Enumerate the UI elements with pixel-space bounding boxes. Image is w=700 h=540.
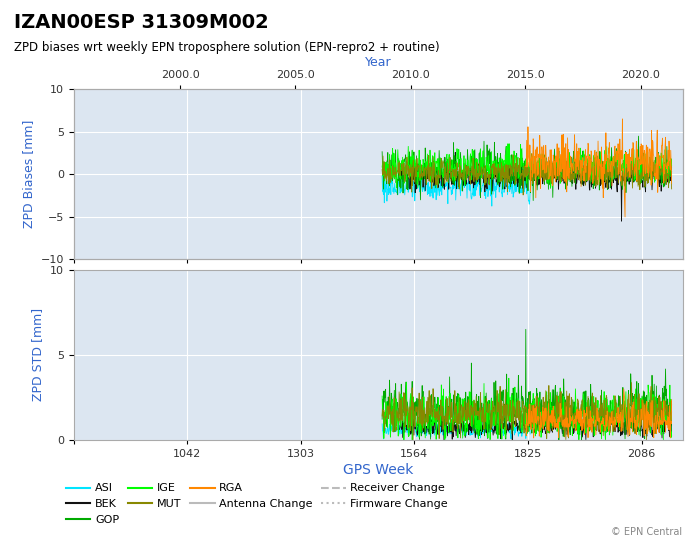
Text: © EPN Central: © EPN Central (611, 527, 682, 537)
ASI (463, 181, 472, 187)
RGA (563, 188, 571, 195)
Text: IZAN00ESP 31309M002: IZAN00ESP 31309M002 (14, 14, 269, 32)
Legend: ASI, BEK, GOP, IGE, MUT, RGA, Antenna Change, Receiver Change, Firmware Change: ASI, BEK, GOP, IGE, MUT, RGA, Antenna Ch… (62, 479, 452, 529)
ASI (439, 185, 447, 192)
IGE (463, 157, 472, 163)
MUT (378, 166, 386, 173)
IGE (536, 164, 544, 171)
Line: MUT: MUT (382, 154, 671, 195)
BEK (547, 176, 555, 182)
Y-axis label: ZPD Biases [mm]: ZPD Biases [mm] (22, 120, 35, 228)
BEK (630, 168, 638, 175)
IGE (630, 165, 638, 172)
BEK (536, 174, 544, 181)
BEK (439, 182, 447, 188)
IGE (378, 164, 386, 170)
BEK (463, 170, 472, 177)
GOP (563, 174, 571, 180)
Line: ASI: ASI (382, 166, 530, 206)
GOP (378, 148, 386, 155)
GOP (536, 176, 544, 182)
MUT (547, 171, 555, 177)
Line: RGA: RGA (526, 119, 671, 217)
GOP (439, 176, 447, 183)
X-axis label: Year: Year (365, 56, 391, 69)
MUT (463, 171, 472, 178)
Line: IGE: IGE (382, 144, 671, 188)
GOP (463, 154, 472, 161)
IGE (547, 185, 555, 192)
BEK (563, 169, 571, 176)
ASI (378, 173, 386, 179)
GOP (630, 178, 638, 185)
MUT (536, 175, 544, 181)
RGA (547, 173, 555, 179)
Line: GOP: GOP (382, 136, 671, 200)
Text: ZPD biases wrt weekly EPN troposphere solution (EPN-repro2 + routine): ZPD biases wrt weekly EPN troposphere so… (14, 40, 440, 53)
Y-axis label: ZPD STD [mm]: ZPD STD [mm] (32, 308, 44, 401)
RGA (630, 159, 638, 166)
MUT (439, 158, 447, 164)
X-axis label: GPS Week: GPS Week (343, 463, 413, 477)
GOP (547, 163, 555, 170)
IGE (439, 172, 447, 178)
MUT (563, 171, 571, 177)
MUT (630, 170, 638, 177)
Line: BEK: BEK (400, 152, 671, 221)
RGA (536, 132, 544, 139)
IGE (563, 168, 571, 175)
